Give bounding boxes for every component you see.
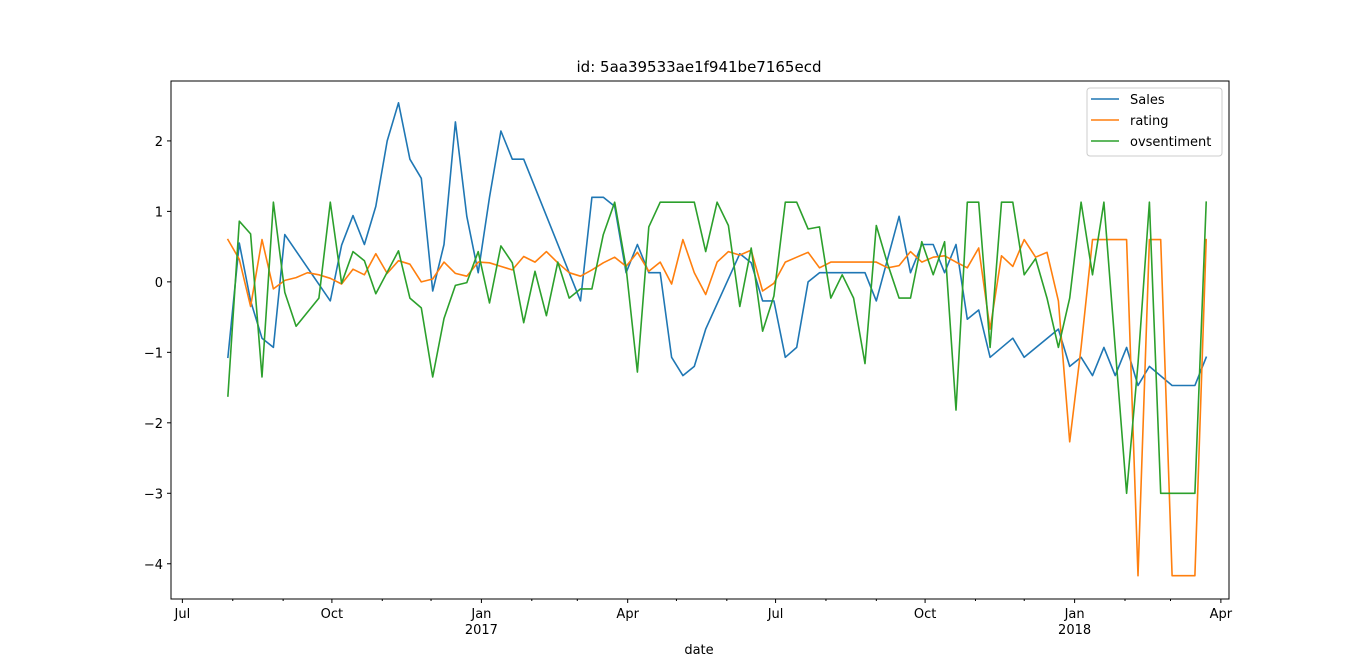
x-tick-label: Jan bbox=[470, 607, 491, 622]
chart-title: id: 5aa39533ae1f941be7165ecd bbox=[577, 58, 822, 76]
x-tick-year-label: 2017 bbox=[465, 623, 498, 638]
x-tick-label: Apr bbox=[616, 607, 639, 622]
legend-label: rating bbox=[1130, 114, 1169, 129]
legend-box bbox=[1086, 87, 1223, 157]
series-line-ovsentiment bbox=[227, 201, 1208, 495]
y-tick-label: −3 bbox=[144, 487, 163, 502]
series-line-sales bbox=[227, 102, 1208, 387]
series-line-rating bbox=[226, 238, 1208, 577]
y-tick-label: −4 bbox=[144, 558, 163, 573]
y-tick-label: −1 bbox=[144, 346, 163, 361]
x-tick-label: Jul bbox=[174, 607, 191, 622]
legend-label: Sales bbox=[1130, 93, 1165, 108]
y-tick-label: 1 bbox=[155, 205, 163, 220]
y-tick-label: 2 bbox=[155, 135, 163, 150]
x-tick-label: Jul bbox=[767, 607, 784, 622]
x-tick-label: Apr bbox=[1210, 607, 1233, 622]
x-axis-label: date bbox=[684, 643, 713, 658]
x-tick-label: Oct bbox=[321, 607, 343, 622]
x-tick-label: Jan bbox=[1064, 607, 1085, 622]
plot-frame bbox=[170, 80, 1230, 600]
x-tick-label: Oct bbox=[914, 607, 936, 622]
y-tick-label: −2 bbox=[144, 417, 163, 432]
legend: Sales rating ovsentiment bbox=[1086, 87, 1223, 157]
y-tick-label: 0 bbox=[155, 276, 163, 291]
x-tick-year-label: 2018 bbox=[1058, 623, 1091, 638]
legend-label: ovsentiment bbox=[1130, 135, 1211, 150]
series-lines bbox=[226, 102, 1208, 577]
